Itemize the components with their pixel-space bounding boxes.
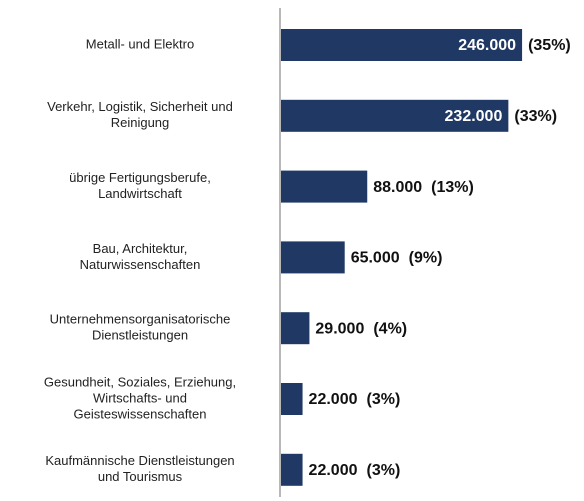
category-label: Gesundheit, Soziales, Erziehung,	[44, 374, 236, 389]
bar	[281, 99, 509, 132]
share-label: (3%)	[366, 391, 400, 408]
share-label: (4%)	[373, 320, 407, 337]
share-label: (33%)	[514, 108, 557, 125]
category-label: Geisteswissenschaften	[74, 406, 207, 421]
value-label: 88.000	[373, 179, 422, 196]
category-label: Reinigung	[111, 115, 170, 130]
bar	[281, 453, 303, 486]
value-label: 232.000	[445, 108, 503, 125]
category-label: Naturwissenschaften	[80, 257, 201, 272]
share-label: (3%)	[366, 462, 400, 479]
category-label: Unternehmensorganisatorische	[50, 312, 231, 327]
value-label: 22.000	[309, 462, 358, 479]
bar	[281, 29, 523, 61]
share-label: (13%)	[431, 179, 474, 196]
share-label: (35%)	[528, 37, 571, 54]
bar	[281, 383, 303, 415]
category-label: Verkehr, Logistik, Sicherheit und	[47, 99, 233, 114]
value-label: 65.000	[351, 250, 400, 267]
category-label: Wirtschafts- und	[93, 390, 187, 405]
value-label: 22.000	[309, 391, 358, 408]
category-label: und Tourismus	[98, 469, 183, 484]
value-label: 29.000	[315, 320, 364, 337]
bar	[281, 170, 368, 203]
share-label: (9%)	[409, 250, 443, 267]
bar	[281, 312, 310, 345]
bar	[281, 241, 345, 274]
value-label: 246.000	[458, 37, 516, 54]
category-label: Kaufmännische Dienstleistungen	[45, 453, 234, 468]
category-label: Landwirtschaft	[98, 186, 182, 201]
category-label: Bau, Architektur,	[93, 241, 188, 256]
category-label: Metall- und Elektro	[86, 36, 194, 51]
category-label: übrige Fertigungsberufe,	[69, 170, 211, 185]
category-label: Dienstleistungen	[92, 328, 188, 343]
